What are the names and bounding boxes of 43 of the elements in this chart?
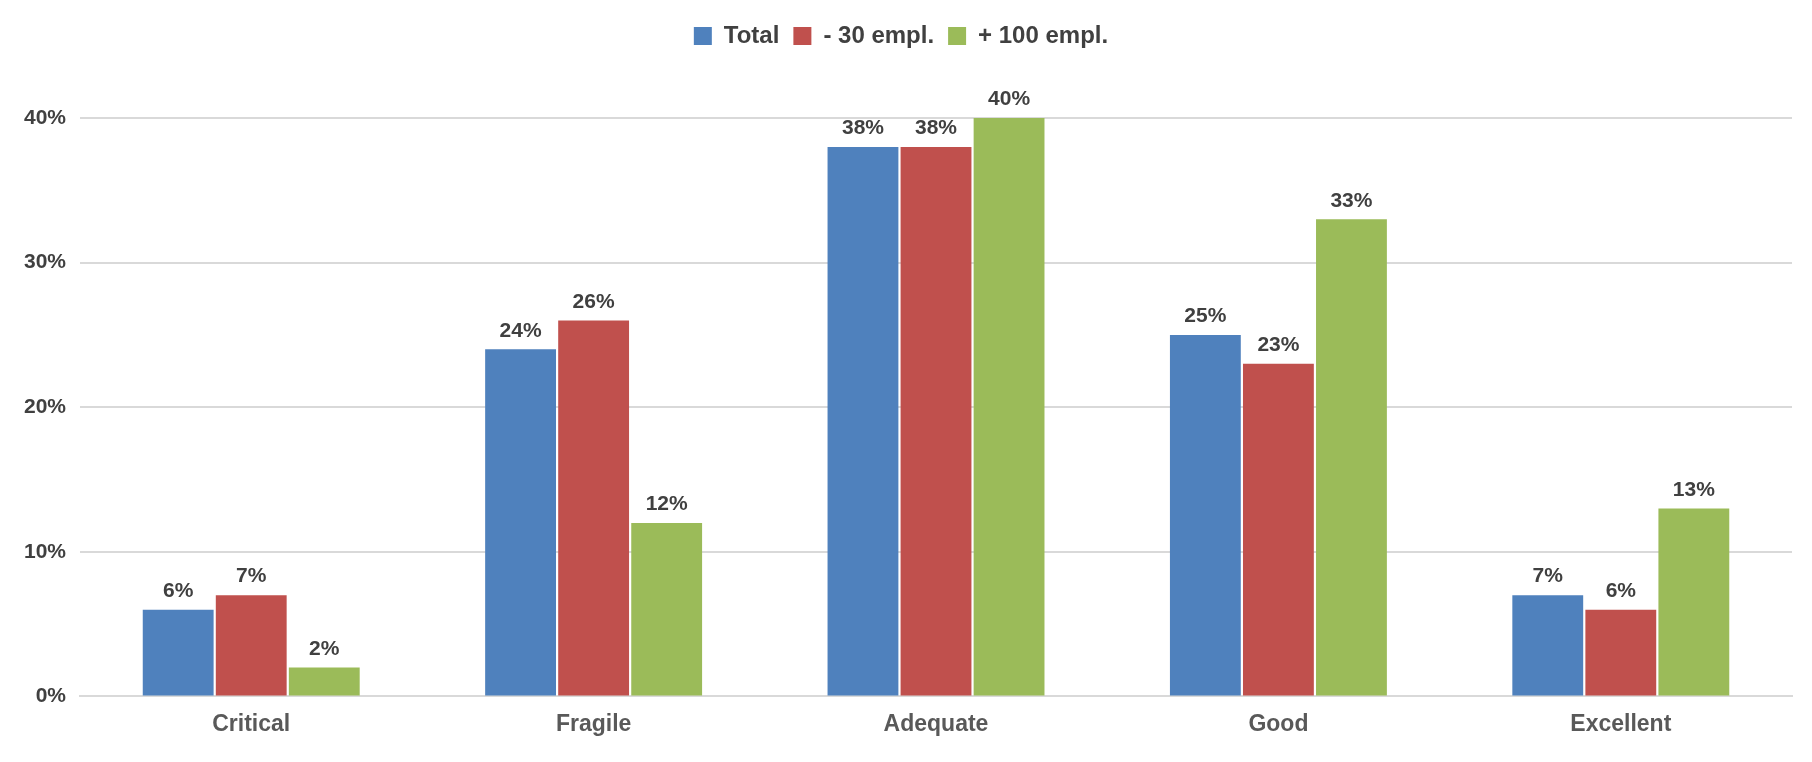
x-tick-label: Excellent bbox=[1570, 709, 1672, 736]
y-tick-label: 20% bbox=[24, 394, 67, 417]
bar bbox=[631, 522, 703, 696]
y-tick-label: 40% bbox=[24, 104, 67, 128]
data-label: 33% bbox=[1330, 187, 1373, 211]
x-tick-label: Adequate bbox=[883, 709, 989, 736]
data-label: 12% bbox=[645, 491, 689, 515]
bar bbox=[1658, 508, 1730, 696]
legend-label: + 100 empl. bbox=[978, 20, 1109, 48]
bar bbox=[215, 595, 287, 696]
bar bbox=[558, 320, 630, 696]
data-label: 7% bbox=[236, 563, 267, 587]
bar bbox=[1585, 609, 1657, 696]
legend-label: - 30 empl. bbox=[823, 20, 935, 48]
bar bbox=[1512, 595, 1584, 696]
data-label: 2% bbox=[309, 635, 340, 659]
bar bbox=[973, 118, 1045, 696]
data-label: 6% bbox=[1605, 577, 1637, 601]
data-label: 6% bbox=[163, 577, 194, 601]
data-label: 40% bbox=[988, 86, 1031, 110]
bar bbox=[485, 349, 556, 696]
bar bbox=[1316, 219, 1387, 696]
data-label: 7% bbox=[1532, 563, 1564, 587]
data-label: 13% bbox=[1672, 476, 1716, 500]
x-tick-label: Critical bbox=[212, 709, 291, 736]
data-label: 24% bbox=[499, 317, 542, 341]
data-label: 26% bbox=[572, 288, 615, 312]
bar bbox=[142, 609, 214, 696]
bar bbox=[1242, 363, 1314, 696]
bar bbox=[827, 146, 899, 696]
data-label: 38% bbox=[915, 115, 958, 139]
x-tick-label: Good bbox=[1248, 709, 1309, 736]
data-label: 25% bbox=[1184, 303, 1227, 327]
y-tick-label: 10% bbox=[24, 538, 67, 562]
x-tick-label: Fragile bbox=[555, 709, 632, 736]
bar bbox=[900, 146, 972, 696]
y-tick-label: 30% bbox=[24, 249, 67, 273]
legend-label: Total bbox=[723, 20, 780, 48]
data-label: 23% bbox=[1257, 332, 1300, 356]
bar bbox=[1169, 334, 1241, 696]
bar bbox=[288, 667, 360, 696]
data-label: 38% bbox=[841, 115, 885, 139]
y-tick-label: 0% bbox=[35, 683, 67, 707]
